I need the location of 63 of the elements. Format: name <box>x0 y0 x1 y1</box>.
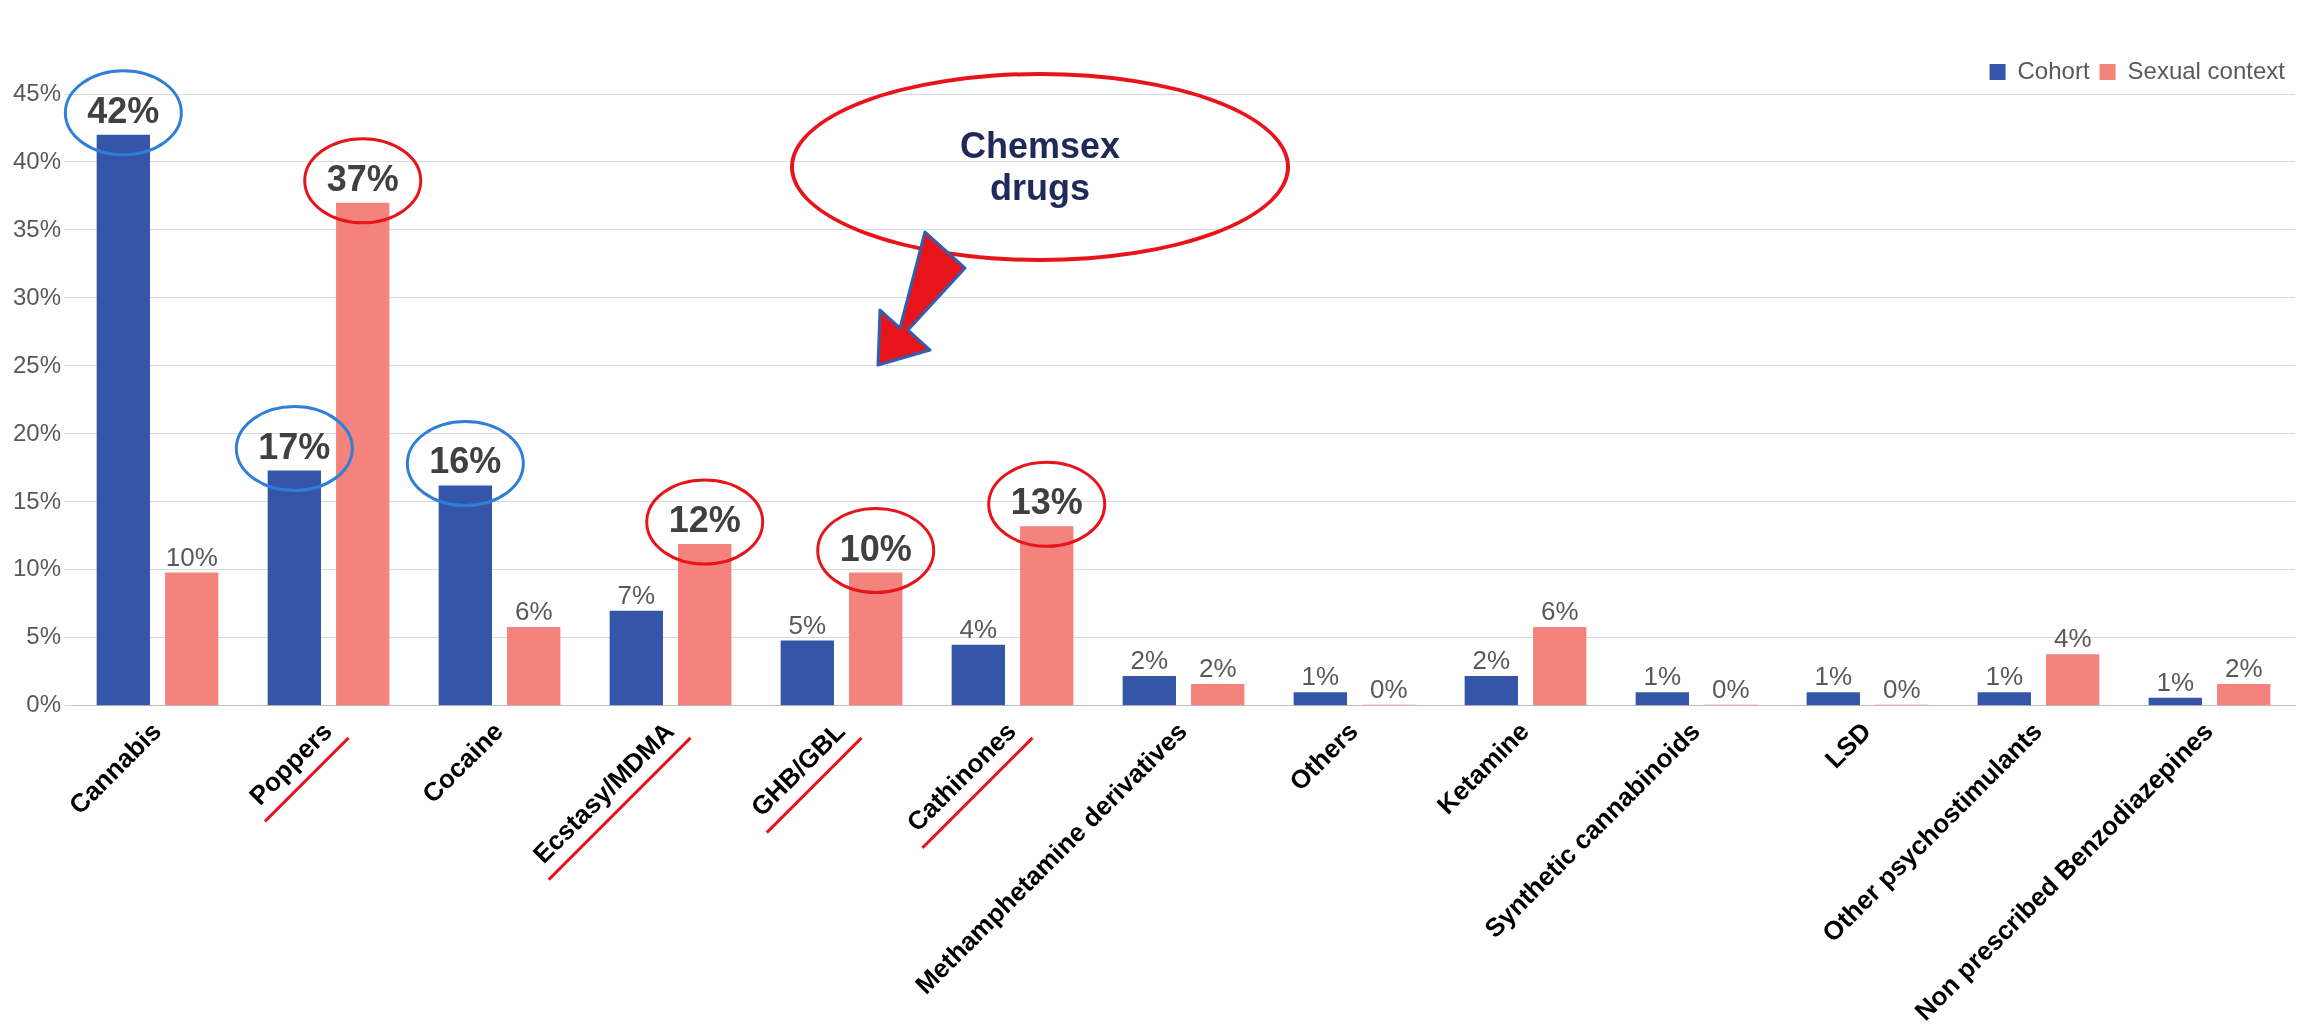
bar <box>951 644 1005 706</box>
data-label: 6% <box>514 596 553 627</box>
bar <box>336 202 390 706</box>
data-label: 10% <box>165 541 218 572</box>
data-label: 2% <box>1472 645 1511 676</box>
y-tick-label: 5% <box>26 622 62 650</box>
bar <box>1635 692 1689 706</box>
y-tick-label: 35% <box>12 214 62 242</box>
y-tick-label: 15% <box>12 486 62 514</box>
bar <box>438 485 493 706</box>
bar <box>849 572 903 706</box>
y-tick-label: 40% <box>12 146 62 174</box>
data-label: 13% <box>1010 481 1083 523</box>
bar <box>1122 675 1176 706</box>
data-label: 4% <box>959 613 998 644</box>
x-tick-label: LSD <box>1818 715 1877 774</box>
data-label: 1% <box>1301 661 1340 692</box>
y-tick-label: 30% <box>12 282 62 310</box>
data-label: 37% <box>326 157 399 199</box>
data-label: 17% <box>258 425 331 467</box>
y-tick-label: 45% <box>12 78 62 106</box>
bar <box>1020 526 1074 706</box>
data-label: 7% <box>617 579 656 610</box>
bar <box>2217 684 2271 706</box>
data-label: 0% <box>1369 674 1408 704</box>
data-label: 16% <box>429 440 502 482</box>
y-tick-label: 20% <box>12 418 62 446</box>
annotation: Chemsex drugs <box>790 72 1290 262</box>
bar <box>2046 654 2100 706</box>
data-label: 2% <box>1198 653 1237 684</box>
bar <box>1533 626 1587 706</box>
y-tick-label: 10% <box>12 554 62 582</box>
y-tick-label: 0% <box>26 690 62 718</box>
data-label: 12% <box>668 498 741 540</box>
data-label: 1% <box>2156 666 2195 697</box>
bar <box>1293 692 1347 706</box>
legend-label: Cohort <box>2017 56 2090 84</box>
bar <box>1977 692 2031 706</box>
y-tick-label: 25% <box>12 350 62 378</box>
bar <box>165 572 219 706</box>
data-label: 42% <box>87 89 160 131</box>
bar <box>267 470 322 706</box>
bar <box>1464 675 1518 706</box>
legend-label: Sexual context <box>2127 56 2286 84</box>
data-label: 6% <box>1540 596 1579 627</box>
bar <box>780 640 834 706</box>
bar <box>1806 692 1860 706</box>
bar <box>1191 684 1245 706</box>
data-label: 4% <box>2053 623 2092 654</box>
bar <box>96 134 151 706</box>
data-label: 5% <box>788 609 827 640</box>
bar <box>2148 697 2202 706</box>
data-label: 1% <box>1643 661 1682 692</box>
data-label: 2% <box>1130 645 1169 676</box>
bar <box>678 544 732 706</box>
data-label: 10% <box>839 527 912 569</box>
data-label: 0% <box>1711 674 1750 704</box>
data-label: 0% <box>1882 674 1921 704</box>
data-label: 1% <box>1985 661 2024 692</box>
data-label: 1% <box>1814 661 1853 692</box>
bar <box>609 610 663 706</box>
data-label: 2% <box>2224 653 2263 684</box>
bar <box>507 626 561 706</box>
